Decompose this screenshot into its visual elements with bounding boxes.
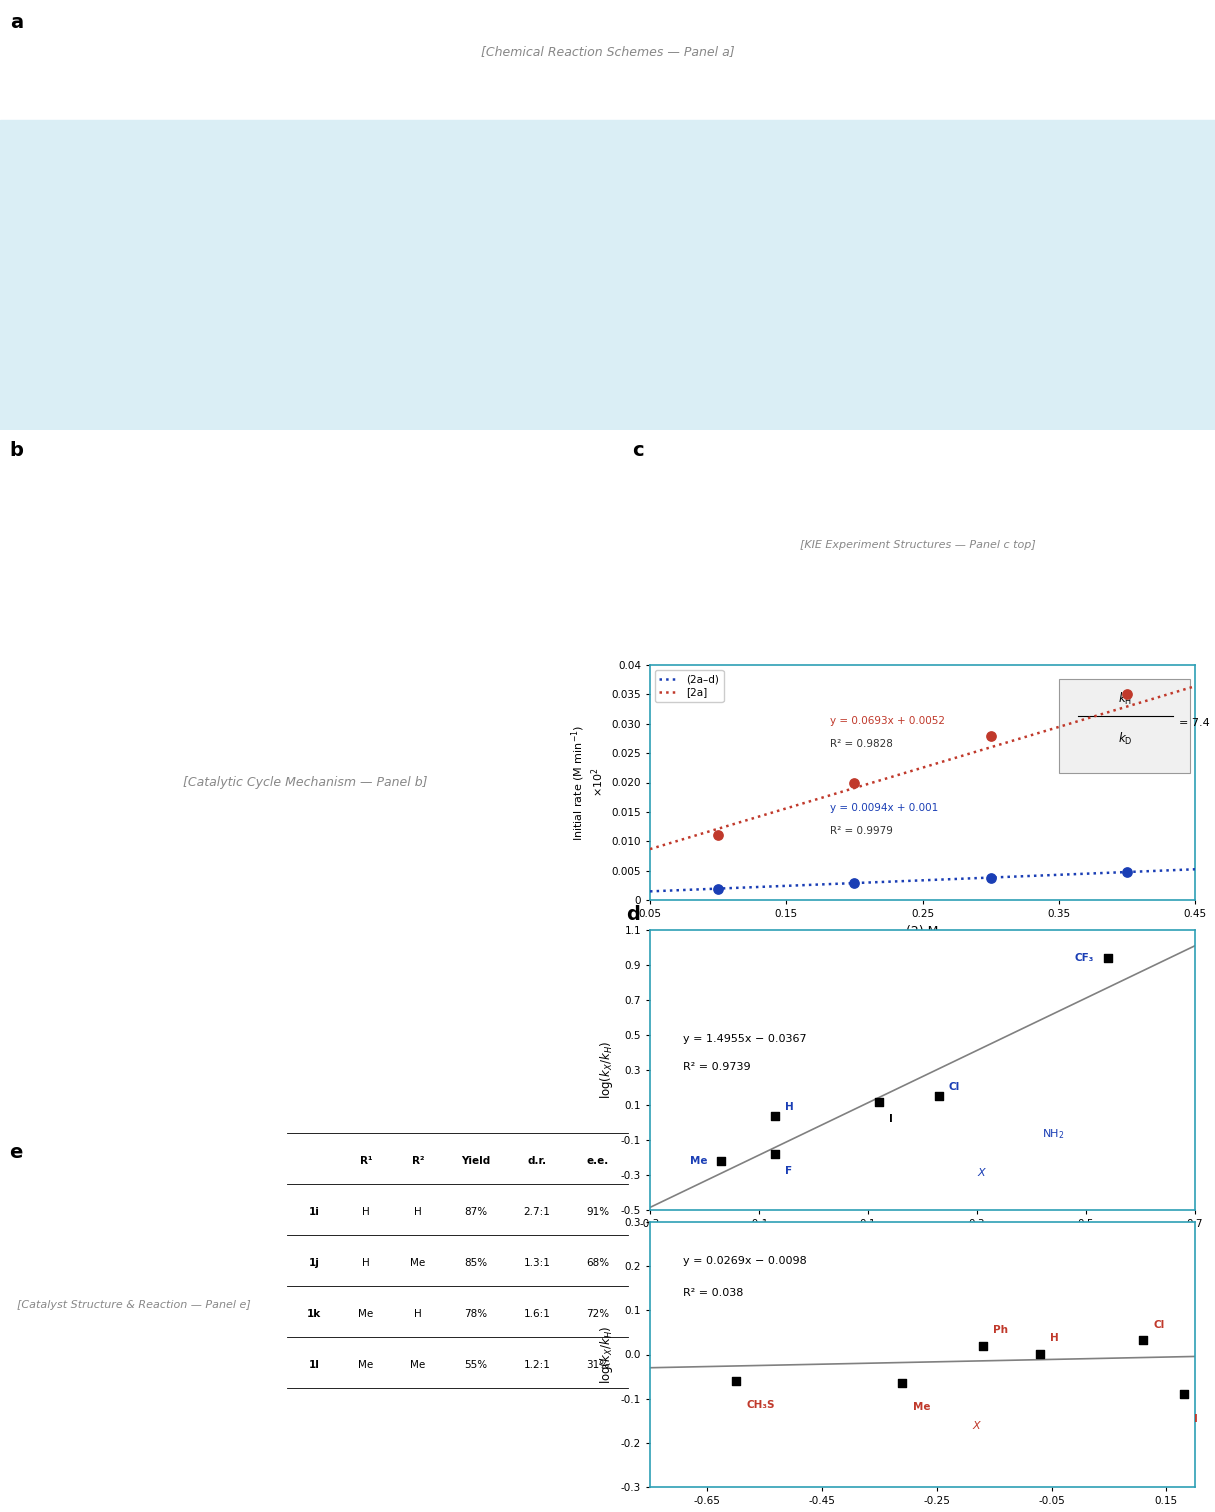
Text: Me: Me xyxy=(411,1258,425,1269)
Text: 1.2:1: 1.2:1 xyxy=(524,1359,550,1370)
Text: 1.3:1: 1.3:1 xyxy=(524,1258,550,1269)
Point xyxy=(981,724,1000,748)
Text: e: e xyxy=(10,1143,23,1161)
Point xyxy=(1098,947,1118,971)
Text: d.r.: d.r. xyxy=(527,1157,547,1166)
Text: Yield: Yield xyxy=(462,1157,491,1166)
Text: = 7.4: = 7.4 xyxy=(1179,718,1209,727)
Bar xyxy=(0,121,1215,429)
Point xyxy=(1174,1382,1193,1406)
Point xyxy=(981,865,1000,889)
Text: 68%: 68% xyxy=(586,1258,610,1269)
Point xyxy=(1134,1328,1153,1352)
Text: 85%: 85% xyxy=(464,1258,487,1269)
Point xyxy=(929,1084,949,1108)
Text: H: H xyxy=(1051,1334,1059,1343)
Point xyxy=(765,1142,785,1166)
Y-axis label: log($k_X$/$k_H$): log($k_X$/$k_H$) xyxy=(598,1326,615,1383)
Text: 72%: 72% xyxy=(586,1309,610,1318)
Text: R¹: R¹ xyxy=(360,1157,372,1166)
Text: d: d xyxy=(626,904,640,924)
Point xyxy=(844,771,864,795)
Text: R² = 0.9828: R² = 0.9828 xyxy=(830,739,893,750)
Point xyxy=(973,1334,993,1358)
Text: y = 0.0269x − 0.0098: y = 0.0269x − 0.0098 xyxy=(683,1256,807,1267)
Text: [KIE Experiment Structures — Panel c top]: [KIE Experiment Structures — Panel c top… xyxy=(799,540,1035,550)
Text: $k_{\mathrm{D}}$: $k_{\mathrm{D}}$ xyxy=(1118,730,1132,747)
Y-axis label: Initial rate (M min$^{-1}$)
$\times$10$^{2}$: Initial rate (M min$^{-1}$) $\times$10$^… xyxy=(569,724,606,841)
Text: y = 1.4955x − 0.0367: y = 1.4955x − 0.0367 xyxy=(683,1034,807,1043)
X-axis label: $\sigma_p^{-}$: $\sigma_p^{-}$ xyxy=(914,1235,932,1255)
Text: R² = 0.9739: R² = 0.9739 xyxy=(683,1061,751,1072)
Text: y = 0.0094x + 0.001: y = 0.0094x + 0.001 xyxy=(830,803,938,813)
Point xyxy=(711,1149,730,1173)
Point xyxy=(893,1371,912,1396)
Text: 2.7:1: 2.7:1 xyxy=(524,1207,550,1217)
Text: $X$: $X$ xyxy=(972,1418,982,1430)
Text: a: a xyxy=(10,14,23,32)
Point xyxy=(1117,860,1136,885)
Text: [Catalyst Structure & Reaction — Panel e]: [Catalyst Structure & Reaction — Panel e… xyxy=(17,1300,252,1309)
Text: Me: Me xyxy=(411,1359,425,1370)
Text: R²: R² xyxy=(412,1157,424,1166)
Text: NH$_2$: NH$_2$ xyxy=(1042,1128,1066,1142)
Text: 1k: 1k xyxy=(307,1309,321,1318)
Point xyxy=(727,1368,746,1393)
Text: Cl: Cl xyxy=(1154,1320,1165,1331)
Point xyxy=(1117,682,1136,706)
Text: CF₃: CF₃ xyxy=(1075,953,1095,963)
Text: H: H xyxy=(785,1102,793,1111)
Text: Cl: Cl xyxy=(949,1083,960,1093)
Text: H: H xyxy=(414,1309,422,1318)
Point xyxy=(869,1090,888,1114)
Point xyxy=(844,871,864,895)
Text: 1l: 1l xyxy=(309,1359,320,1370)
Text: F: F xyxy=(785,1166,792,1176)
FancyBboxPatch shape xyxy=(1058,679,1189,773)
Y-axis label: log($k_X$/$k_H$): log($k_X$/$k_H$) xyxy=(598,1040,615,1099)
Text: 87%: 87% xyxy=(464,1207,487,1217)
Text: 1i: 1i xyxy=(309,1207,320,1217)
Text: Me: Me xyxy=(690,1157,707,1166)
Text: Ph: Ph xyxy=(993,1325,1008,1335)
Text: 1j: 1j xyxy=(309,1258,320,1269)
Text: b: b xyxy=(10,440,23,460)
X-axis label: (2) M: (2) M xyxy=(906,924,939,937)
Text: $k_{\mathrm{H}}$: $k_{\mathrm{H}}$ xyxy=(1118,691,1132,708)
Text: 55%: 55% xyxy=(464,1359,487,1370)
Legend: (2a–d), [2a]: (2a–d), [2a] xyxy=(655,670,723,702)
Text: e.e.: e.e. xyxy=(587,1157,609,1166)
Point xyxy=(765,1104,785,1128)
Point xyxy=(708,823,728,847)
Text: R² = 0.9979: R² = 0.9979 xyxy=(830,826,893,836)
Text: R² = 0.038: R² = 0.038 xyxy=(683,1288,744,1299)
Text: Me: Me xyxy=(358,1359,374,1370)
Text: y = 0.0693x + 0.0052: y = 0.0693x + 0.0052 xyxy=(830,715,945,726)
Text: 78%: 78% xyxy=(464,1309,487,1318)
Text: c: c xyxy=(632,442,644,461)
Text: I: I xyxy=(1194,1414,1198,1423)
Text: H: H xyxy=(362,1258,369,1269)
Text: H: H xyxy=(414,1207,422,1217)
Text: [Catalytic Cycle Mechanism — Panel b]: [Catalytic Cycle Mechanism — Panel b] xyxy=(182,776,428,789)
Text: $X$: $X$ xyxy=(977,1166,988,1178)
Text: 31%: 31% xyxy=(586,1359,610,1370)
Text: 1.6:1: 1.6:1 xyxy=(524,1309,550,1318)
Text: CH₃S: CH₃S xyxy=(746,1400,775,1411)
Point xyxy=(708,877,728,901)
Text: I: I xyxy=(888,1114,893,1123)
Text: Me: Me xyxy=(912,1403,931,1412)
Text: 91%: 91% xyxy=(586,1207,610,1217)
Point xyxy=(1030,1341,1050,1365)
Text: [Chemical Reaction Schemes — Panel a]: [Chemical Reaction Schemes — Panel a] xyxy=(481,45,734,57)
Text: Me: Me xyxy=(358,1309,374,1318)
Text: H: H xyxy=(362,1207,369,1217)
